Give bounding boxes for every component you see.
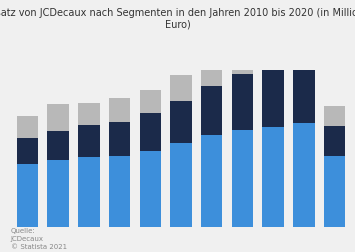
Bar bbox=[170, 76, 192, 102]
Bar bbox=[78, 125, 100, 158]
Bar bbox=[140, 91, 161, 113]
Text: Umsatz von JCDecaux nach Segmenten in den Jahren 2010 bis 2020 (in Millionen
Eur: Umsatz von JCDecaux nach Segmenten in de… bbox=[0, 8, 355, 30]
Bar bbox=[262, 36, 284, 69]
Bar bbox=[17, 138, 38, 164]
Bar bbox=[17, 164, 38, 227]
Bar bbox=[324, 106, 345, 127]
Bar bbox=[201, 86, 223, 136]
Bar bbox=[48, 160, 69, 227]
Bar bbox=[109, 156, 130, 227]
Bar bbox=[293, 124, 315, 227]
Bar bbox=[140, 113, 161, 151]
Bar bbox=[109, 99, 130, 123]
Bar bbox=[232, 75, 253, 131]
Bar bbox=[324, 127, 345, 156]
Bar bbox=[78, 103, 100, 125]
Bar bbox=[109, 123, 130, 156]
Bar bbox=[232, 42, 253, 75]
Bar bbox=[232, 131, 253, 227]
Bar bbox=[78, 158, 100, 227]
Text: Quelle:
JCDecaux
© Statista 2021: Quelle: JCDecaux © Statista 2021 bbox=[11, 228, 67, 249]
Bar bbox=[324, 156, 345, 227]
Bar bbox=[48, 132, 69, 160]
Bar bbox=[293, 63, 315, 124]
Bar bbox=[140, 151, 161, 227]
Bar bbox=[201, 136, 223, 227]
Bar bbox=[262, 69, 284, 128]
Bar bbox=[17, 116, 38, 138]
Bar bbox=[170, 143, 192, 227]
Bar bbox=[170, 102, 192, 143]
Bar bbox=[262, 128, 284, 227]
Bar bbox=[48, 104, 69, 132]
Bar bbox=[293, 28, 315, 63]
Bar bbox=[201, 56, 223, 86]
